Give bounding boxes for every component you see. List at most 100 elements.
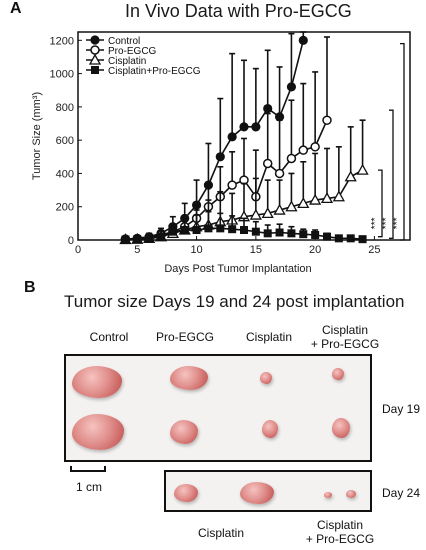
tumor-day24-cisplatin-1 — [174, 484, 198, 502]
tumor-combo-1 — [332, 368, 344, 380]
x-tick-label: 25 — [368, 244, 380, 256]
scale-bar — [70, 466, 106, 472]
significance-bracket — [389, 109, 394, 239]
data-point — [180, 226, 189, 235]
data-point — [310, 142, 320, 152]
x-axis-label: Days Post Tumor Implantation — [164, 263, 311, 275]
data-point — [227, 132, 237, 142]
data-point — [332, 190, 345, 202]
significance-label: *** — [370, 217, 381, 229]
x-tick-label: 15 — [250, 244, 262, 256]
column-label-pro-egcg-line2: + Pro-EGCG — [310, 337, 380, 351]
data-point — [239, 122, 249, 132]
data-point — [263, 103, 273, 114]
tumor-combo-2 — [332, 418, 350, 438]
x-tick-label: 10 — [190, 244, 202, 256]
tumor-cisplatin-2 — [262, 420, 278, 438]
series-line — [125, 40, 305, 240]
data-point — [358, 235, 367, 244]
significance-label: *** — [381, 217, 392, 229]
x-tick-label: 0 — [75, 244, 81, 256]
data-point — [285, 200, 298, 212]
plot-frame — [77, 31, 411, 241]
data-point — [215, 152, 225, 162]
data-point — [261, 207, 274, 219]
data-point — [263, 229, 272, 238]
data-point — [192, 226, 201, 235]
panel-b-letter: B — [24, 279, 36, 296]
bottom-label-cisplatin: Cisplatin — [197, 526, 245, 540]
tumor-cisplatin-1 — [260, 372, 272, 384]
x-tick-label: 5 — [134, 244, 140, 256]
tumor-day24-combo-1 — [324, 492, 332, 498]
y-tick-label: 0 — [68, 235, 74, 247]
legend-label: Pro-EGCG — [108, 46, 157, 57]
data-point — [344, 170, 357, 182]
day19-label: Day 19 — [382, 402, 421, 416]
data-point — [298, 35, 308, 45]
data-point — [240, 226, 248, 235]
data-point — [133, 235, 142, 244]
data-point — [121, 235, 130, 244]
tumor-day24-combo-2 — [346, 490, 356, 498]
scale-bar-label: 1 cm — [76, 480, 103, 494]
legend-label: Cisplatin+Pro-EGCG — [108, 66, 201, 77]
column-label-cisplatin-pro-egcg: Cisplatin + Pro-EGCG — [305, 323, 385, 351]
data-point — [286, 82, 297, 92]
tumor-day24-cisplatin-2 — [240, 482, 274, 504]
significance-label: *** — [392, 217, 403, 229]
data-point — [228, 225, 237, 234]
data-point — [309, 193, 322, 205]
legend-marker — [90, 45, 100, 55]
data-point — [299, 230, 308, 239]
tumor-control-1 — [72, 366, 122, 398]
data-point — [227, 180, 237, 190]
legend-marker — [91, 66, 99, 74]
column-label-control: Control — [89, 330, 129, 344]
data-point — [249, 208, 262, 220]
data-point — [287, 229, 296, 238]
data-point — [320, 192, 334, 204]
data-point — [274, 168, 285, 179]
column-label-pro-egcg: Pro-EGCG — [155, 330, 214, 344]
bottom-label-cisplatin-line1: Cisplatin — [316, 518, 364, 532]
data-point — [346, 234, 355, 243]
data-point — [168, 227, 177, 236]
data-point — [286, 153, 297, 164]
data-point — [251, 227, 260, 236]
data-point — [275, 228, 284, 237]
x-tick-label: 20 — [309, 244, 321, 256]
y-tick-label: 200 — [56, 202, 74, 214]
legend-label: Control — [108, 36, 140, 47]
chart-title: In Vivo Data with Pro-EGCG — [125, 1, 352, 21]
legend-label: Cisplatin — [108, 56, 146, 67]
y-tick-label: 1000 — [50, 69, 74, 81]
series-3 — [121, 210, 367, 244]
data-point — [297, 197, 310, 209]
y-tick-label: 600 — [56, 135, 74, 147]
column-label-cisplatin: Cisplatin — [245, 330, 293, 344]
data-point — [204, 224, 213, 233]
data-point — [273, 203, 286, 215]
legend-marker — [90, 35, 100, 45]
photo-panel-title: Tumor size Days 19 and 24 post implantat… — [64, 292, 405, 311]
bottom-label-cisplatin-pro-egcg: Cisplatin + Pro-EGCG — [300, 518, 380, 546]
data-point — [251, 122, 261, 132]
panel-a-letter: A — [10, 0, 22, 17]
y-axis-label: Tumor Size (mm³) — [31, 92, 43, 180]
tumor-growth-chart: 0 5 10 15 20 25 0 200 400 600 800 1000 1200 Days Post… — [31, 31, 411, 275]
y-tick-label: 800 — [56, 102, 74, 114]
day19-photo — [64, 354, 372, 462]
significance-bracket — [378, 169, 383, 238]
data-point — [322, 115, 332, 125]
legend-marker — [88, 53, 102, 65]
data-point — [334, 234, 343, 243]
column-label-cisplatin-line1: Cisplatin — [321, 323, 369, 337]
data-point — [157, 232, 165, 241]
tumor-pro-egcg-1 — [170, 366, 208, 390]
data-point — [298, 145, 309, 155]
y-tick-label: 1200 — [50, 35, 74, 47]
data-point — [216, 224, 225, 233]
data-point — [145, 234, 154, 243]
data-point — [311, 231, 320, 240]
